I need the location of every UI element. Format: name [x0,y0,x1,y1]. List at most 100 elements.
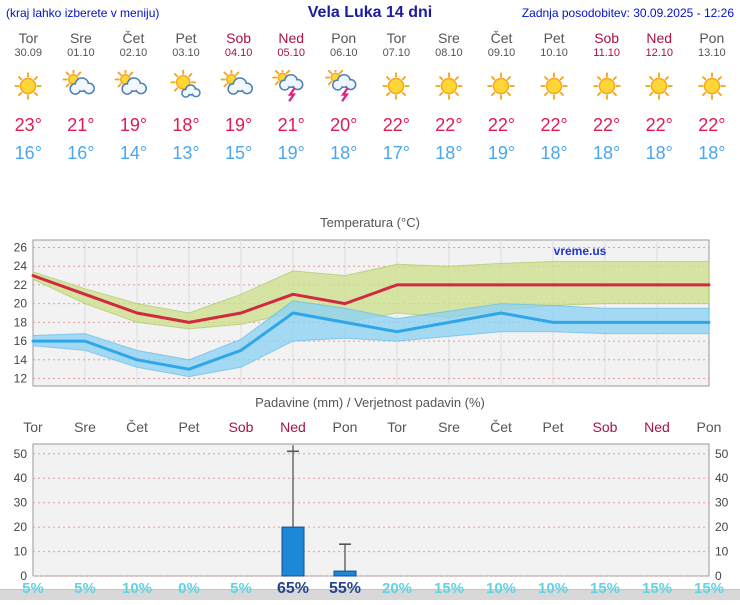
day-name: Čet [490,30,513,46]
sun-icon [487,72,516,100]
temp-ytick-label: 20 [14,297,28,311]
temp-ytick-label: 18 [14,315,28,329]
day-max-temperature: 22° [540,115,568,135]
day-max-temperature: 21° [67,115,95,135]
day-column: Ned 05.10 21° 19° [265,30,318,164]
page-title: Vela Luka 14 dni [307,4,433,21]
day-name: Čet [122,30,145,46]
sun-icon [14,72,42,100]
day-column: Pet 10.10 22° 18° [528,30,581,164]
menu-hint: (kraj lahko izberete v meniju) [6,6,160,20]
horizontal-scrollbar[interactable] [0,589,740,600]
precip-probability: 20% [382,580,412,597]
day-name: Sre [69,30,92,46]
day-name: Tor [18,30,39,46]
weather-icon-slot [423,70,476,104]
day-column: Sre 08.10 22° 18° [423,30,476,164]
day-max-temperature: 19° [224,115,253,135]
precip-day-label: Sob [229,419,254,435]
weather-icon-slot [265,67,318,104]
day-date: 13.10 [698,47,726,59]
precip-ytick-left: 20 [14,520,28,534]
day-column: Tor 30.09 23° 16° [2,30,55,164]
day-column: Sob 11.10 22° 18° [580,30,633,164]
precip-day-label: Sob [593,419,618,435]
precip-day-label: Tor [387,419,407,435]
precip-day-label: Ned [280,419,306,435]
storm-icon [272,67,304,102]
day-min-temperature: 15° [224,143,253,163]
day-max-temperature: 18° [172,115,200,135]
precip-day-label: Pet [542,419,563,435]
precip-probability: 15% [642,580,672,597]
temp-ytick-label: 14 [14,353,28,367]
day-max-temperature: 19° [119,115,148,135]
precipitation-chart: Padavine (mm) / Verjetnost padavin (%) To… [0,392,740,600]
temp-ytick-label: 22 [14,278,28,292]
day-column: Tor 07.10 22° 17° [370,30,423,164]
precip-chart-title: Padavine (mm) / Verjetnost padavin (%) [255,395,485,410]
day-min-temperature: 18° [540,143,568,163]
precip-ytick-right: 30 [715,496,729,510]
precip-day-label: Sre [438,419,460,435]
watermark: vreme.us [554,244,607,258]
precip-whisker [339,543,351,572]
day-name: Pet [175,30,197,46]
weather-icon-slot [475,70,528,104]
sun-icon [645,72,673,100]
last-updated: Zadnja posodobitev: 30.09.2025 - 12:26 [521,6,734,20]
precip-ytick-left: 10 [14,545,28,559]
weather-icon-slot [212,68,265,104]
day-min-temperature: 19° [277,143,305,163]
day-name: Sre [438,30,460,46]
day-date: 01.10 [67,47,95,59]
forecast-days-row: Tor 30.09 23° 16° Sre 01.10 21° 16° Čet 02.10 19° 1… [2,30,738,164]
day-date: 02.10 [119,47,148,59]
day-date: 06.10 [329,47,358,59]
precip-probability: 0% [178,580,200,597]
precip-probability: 15% [434,580,464,597]
precip-day-label: Pon [333,419,358,435]
day-max-temperature: 22° [593,115,621,135]
weather-icon-slot [686,70,739,104]
precip-probability: 55% [329,580,361,597]
day-min-temperature: 14° [119,143,148,163]
temp-ytick-label: 26 [14,241,28,255]
precip-day-label: Tor [23,419,43,435]
weather-icon-slot [2,70,55,104]
cloud-sun-icon [62,68,95,95]
day-min-temperature: 17° [382,143,410,163]
day-max-temperature: 22° [487,115,516,135]
precip-ytick-right: 20 [715,520,729,534]
day-max-temperature: 22° [645,115,673,135]
precip-probability: 5% [22,580,44,597]
day-max-temperature: 22° [435,115,463,135]
day-date: 11.10 [593,47,620,59]
day-name: Tor [386,30,407,46]
day-column: Pon 06.10 20° 18° [317,30,370,164]
day-column: Čet 09.10 22° 19° [475,30,528,164]
day-min-temperature: 18° [435,143,463,163]
precip-day-label: Čet [490,419,512,435]
precipitation-chart-svg: Padavine (mm) / Verjetnost padavin (%) To… [14,395,729,597]
precip-probability: 10% [538,580,568,597]
day-column: Ned 12.10 22° 18° [633,30,686,164]
precip-day-label: Ned [644,419,670,435]
day-column: Čet 02.10 19° 14° [107,30,160,164]
cloud-sun-icon [220,68,253,95]
day-name: Pon [331,30,357,46]
precip-probability: 15% [694,580,724,597]
temp-ytick-label: 12 [14,372,28,386]
precip-ytick-right: 10 [715,545,729,559]
day-name: Ned [278,30,305,46]
storm-icon [324,67,357,102]
temperature-chart: Temperatura (°C) 12 14 16 18 20 22 24 26 vreme.us [0,210,740,390]
weather-icon-slot [580,70,633,104]
day-date: 03.10 [172,47,200,59]
weather-icon-slot [107,68,160,104]
day-date: 10.10 [540,47,568,59]
day-min-temperature: 18° [330,143,358,163]
precip-day-label: Čet [126,419,148,435]
temperature-chart-svg: Temperatura (°C) 12 14 16 18 20 22 24 26 vreme.us [14,215,711,387]
